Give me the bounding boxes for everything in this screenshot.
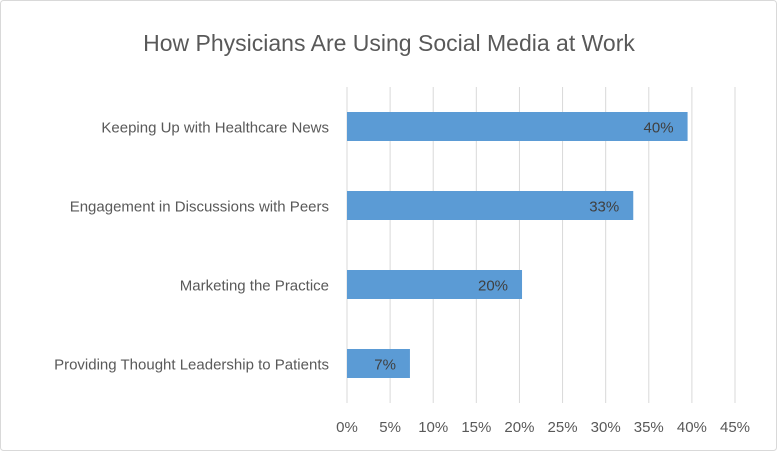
x-tick-label: 0%: [336, 419, 358, 436]
x-tick-label: 30%: [591, 419, 621, 436]
chart-title: How Physicians Are Using Social Media at…: [143, 30, 635, 56]
x-tick-label: 15%: [461, 419, 491, 436]
bar: [347, 112, 688, 141]
x-tick-label: 35%: [634, 419, 664, 436]
x-tick-label: 45%: [720, 419, 750, 436]
y-tick-label: Marketing the Practice: [180, 277, 329, 294]
data-label: 33%: [589, 198, 619, 215]
y-tick-label: Keeping Up with Healthcare News: [101, 119, 329, 136]
bar: [347, 191, 634, 220]
bar: [347, 270, 523, 299]
data-label: 7%: [374, 356, 396, 373]
data-label: 20%: [478, 277, 508, 294]
data-label: 40%: [644, 119, 674, 136]
y-tick-label: Providing Thought Leadership to Patients: [54, 356, 329, 373]
x-tick-label: 5%: [379, 419, 401, 436]
y-tick-label: Engagement in Discussions with Peers: [70, 198, 329, 215]
bar: [347, 349, 410, 378]
x-tick-label: 40%: [677, 419, 707, 436]
x-tick-label: 25%: [548, 419, 578, 436]
x-tick-label: 20%: [504, 419, 534, 436]
x-tick-label: 10%: [418, 419, 448, 436]
